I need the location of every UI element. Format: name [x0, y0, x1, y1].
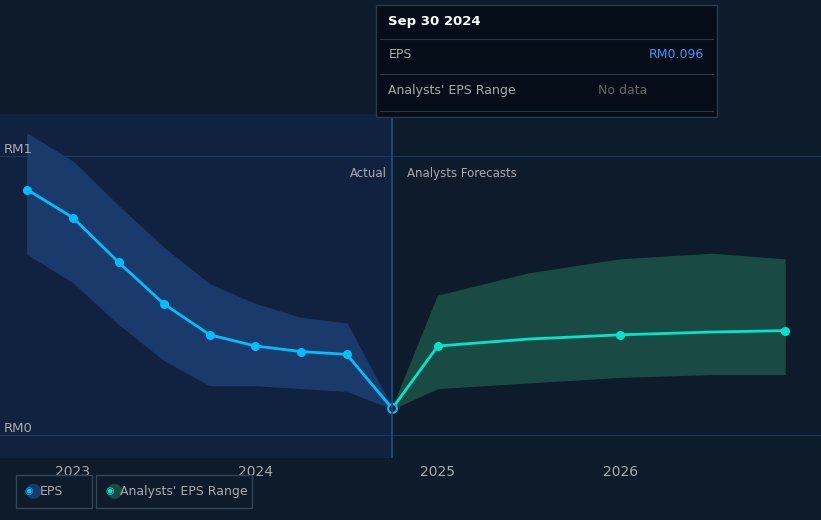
Point [614, 331, 627, 339]
Text: EPS: EPS [388, 48, 411, 61]
Text: Actual: Actual [350, 167, 387, 180]
Text: RM0.096: RM0.096 [649, 48, 704, 61]
Point [204, 331, 217, 339]
Text: RM1: RM1 [4, 143, 33, 156]
Point [249, 342, 262, 350]
Point [112, 258, 125, 266]
Point [431, 342, 444, 350]
Text: ⬤: ⬤ [25, 484, 42, 499]
Point [295, 347, 308, 356]
Text: Analysts' EPS Range: Analysts' EPS Range [388, 84, 516, 97]
Point [67, 214, 80, 222]
Point [340, 350, 353, 358]
Point [21, 186, 34, 194]
Text: EPS: EPS [39, 485, 62, 498]
Bar [0, 114, 392, 458]
Point [386, 405, 399, 413]
Text: No data: No data [598, 84, 647, 97]
Text: RM0: RM0 [4, 422, 33, 435]
Text: ⬤: ⬤ [105, 484, 122, 499]
Text: Analysts Forecasts: Analysts Forecasts [407, 167, 516, 180]
Text: ◉: ◉ [25, 486, 33, 497]
Text: Sep 30 2024: Sep 30 2024 [388, 15, 481, 28]
Point [778, 327, 791, 335]
Point [158, 300, 171, 308]
Text: ◉: ◉ [105, 486, 113, 497]
Text: Analysts' EPS Range: Analysts' EPS Range [120, 485, 247, 498]
